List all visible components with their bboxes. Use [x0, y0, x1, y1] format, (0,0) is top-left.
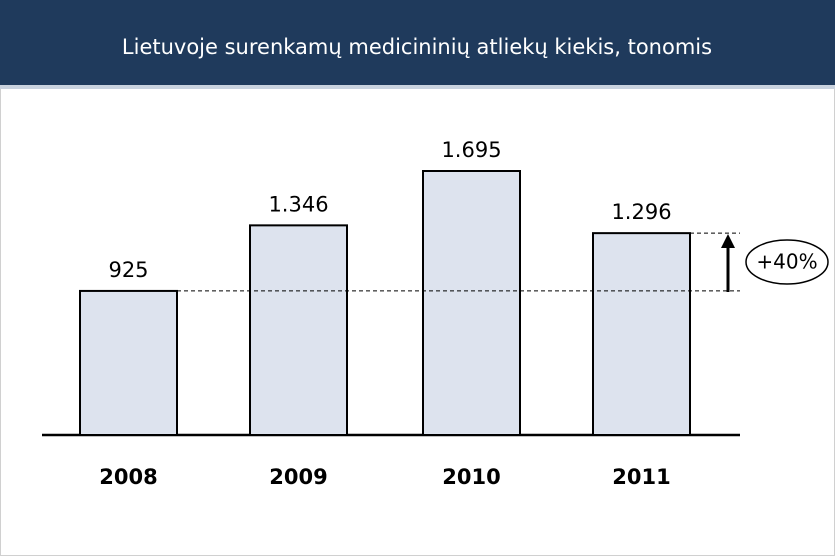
header-rule	[0, 85, 835, 89]
header	[0, 0, 835, 85]
x-tick-label: 2009	[269, 465, 327, 489]
marks: 925 2008 1.346 2009 1.695 2010 1.296 2011	[79, 138, 740, 489]
value-label: 1.346	[268, 192, 328, 216]
x-tick-label: 2011	[612, 465, 670, 489]
bar	[592, 232, 691, 436]
annotation-ellipse	[745, 239, 829, 285]
bar	[79, 289, 178, 436]
x-tick-label: 2008	[99, 465, 157, 489]
x-tick-label: 2010	[442, 465, 500, 489]
bar	[422, 170, 521, 436]
bar	[249, 224, 348, 436]
value-label: 1.695	[441, 138, 501, 162]
arrow-head	[721, 234, 735, 248]
chart-title: Lietuvoje surenkamų medicininių atliekų …	[122, 35, 712, 59]
value-label: 925	[108, 258, 148, 282]
annotation: +40%	[756, 250, 817, 274]
value-label: 1.296	[611, 200, 671, 224]
